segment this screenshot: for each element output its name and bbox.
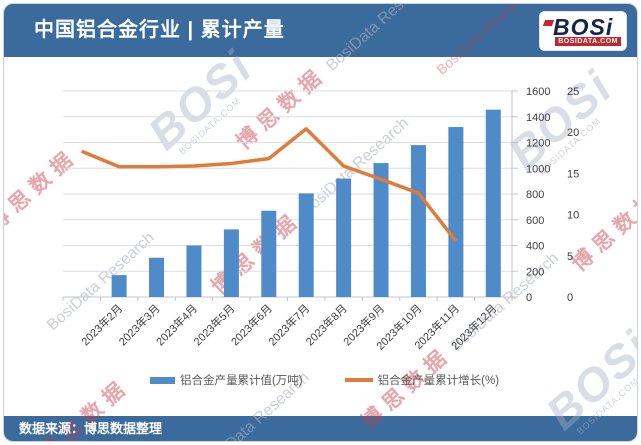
y1-tick-label: 800 — [526, 189, 544, 201]
header-bar — [4, 4, 637, 57]
legend-line-swatch — [344, 378, 373, 382]
y1-tick-label: 400 — [526, 241, 544, 253]
bar — [111, 275, 127, 297]
legend-item: 铝合金产量累计值(万吨) — [149, 372, 303, 388]
bar — [485, 109, 501, 297]
y1-tick-label: 1600 — [526, 86, 550, 98]
y1-tick-label: 0 — [526, 292, 532, 304]
y2-tick-label: 0 — [567, 292, 573, 304]
y2-tick-label: 25 — [567, 86, 579, 98]
y2-tick-label: 15 — [567, 168, 579, 180]
page-title: 中国铝合金行业 | 累计产量 — [34, 19, 285, 41]
logo-text: BOSi — [553, 14, 614, 40]
bar — [261, 210, 277, 297]
bar — [186, 245, 202, 297]
y1-tick-label: 1400 — [526, 112, 550, 124]
bar — [336, 178, 352, 297]
y1-tick-label: 600 — [526, 215, 544, 227]
bosi-logo: BOSi BOSIDATA.COM — [539, 11, 627, 51]
legend-item: 铝合金产量累计增长(%) — [344, 372, 500, 388]
y1-tick-label: 1200 — [526, 138, 550, 150]
legend-label: 铝合金产量累计增长(%) — [377, 375, 500, 387]
y2-tick-label: 10 — [567, 210, 579, 222]
y2-tick-label: 5 — [567, 251, 573, 263]
logo-domain: BOSIDATA.COM — [555, 37, 621, 46]
footer-bar — [4, 416, 637, 441]
growth-line — [81, 127, 458, 243]
y1-tick-label: 200 — [526, 266, 544, 278]
bar — [410, 145, 426, 297]
chart-card: 中国铝合金行业 | 累计产量 BOSi BOSIDATA.COM BOSi BOS… — [3, 3, 638, 442]
y2-tick-label: 20 — [567, 127, 579, 139]
bar — [448, 127, 464, 297]
bar — [223, 229, 239, 297]
legend-label: 铝合金产量累计值(万吨) — [179, 375, 303, 387]
bar — [149, 257, 165, 297]
legend-bar-swatch — [149, 376, 175, 384]
bar — [373, 163, 389, 297]
bar — [298, 193, 314, 297]
chart-legend: 铝合金产量累计值(万吨) 铝合金产量累计增长(%) — [4, 372, 637, 388]
data-source: 数据来源：博思数据整理 — [19, 421, 163, 436]
combo-chart: 0200400600800100012001400160005101520252… — [62, 86, 579, 353]
y1-tick-label: 1000 — [526, 163, 550, 175]
